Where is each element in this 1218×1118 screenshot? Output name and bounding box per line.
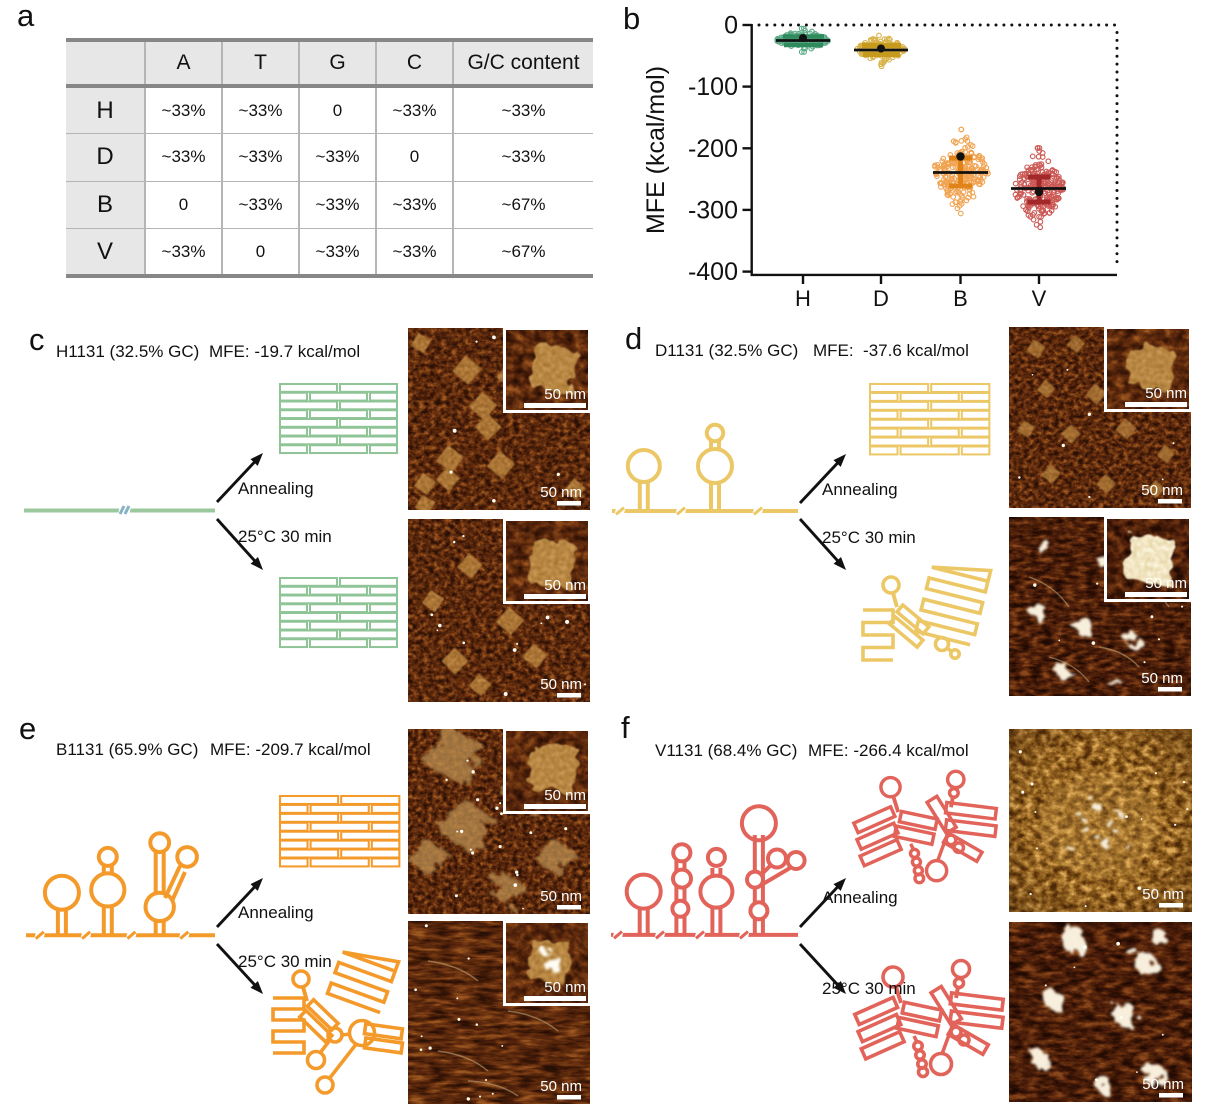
svg-text:-400: -400 — [688, 258, 738, 286]
svg-text:50 nm: 50 nm — [544, 386, 586, 403]
svg-text:50 nm: 50 nm — [540, 484, 582, 501]
svg-text:50 nm: 50 nm — [1145, 575, 1187, 592]
svg-text:50 nm: 50 nm — [544, 979, 586, 996]
svg-text:MFE (kcal/mol): MFE (kcal/mol) — [642, 66, 670, 234]
svg-text:50 nm: 50 nm — [1141, 670, 1183, 687]
svg-text:-300: -300 — [688, 196, 738, 224]
svg-text:50 nm: 50 nm — [1141, 482, 1183, 499]
svg-text:V: V — [1032, 286, 1047, 311]
svg-text:H: H — [795, 286, 811, 311]
svg-text:50 nm: 50 nm — [540, 888, 582, 905]
svg-text:50 nm: 50 nm — [540, 676, 582, 693]
svg-text:0: 0 — [724, 12, 738, 40]
svg-text:50 nm: 50 nm — [544, 787, 586, 804]
svg-text:50 nm: 50 nm — [1142, 886, 1184, 903]
svg-text:-200: -200 — [688, 135, 738, 163]
svg-text:-100: -100 — [688, 73, 738, 101]
svg-text:B: B — [953, 286, 968, 311]
svg-text:D: D — [873, 286, 889, 311]
svg-text:50 nm: 50 nm — [540, 1078, 582, 1095]
svg-text:50 nm: 50 nm — [1142, 1076, 1184, 1093]
svg-text:50 nm: 50 nm — [1145, 385, 1187, 402]
svg-text:50 nm: 50 nm — [544, 577, 586, 594]
